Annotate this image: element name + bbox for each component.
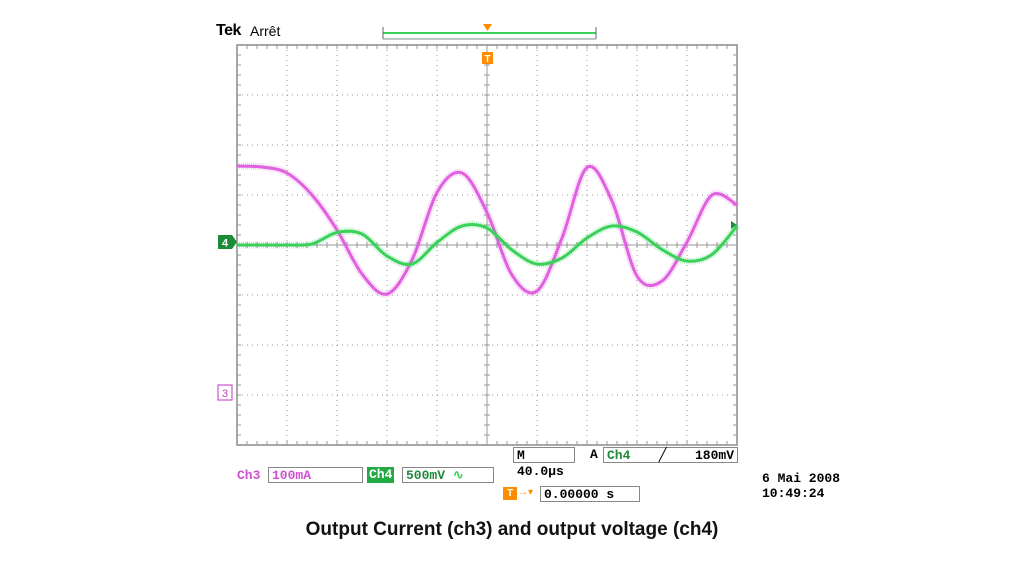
ch3-current-trace-point <box>286 172 288 174</box>
ch3-current-trace-point <box>536 290 538 292</box>
rising-edge-icon: ╱ <box>658 448 667 463</box>
ch4-voltage-trace-point <box>511 249 513 251</box>
ch4-voltage-trace-point <box>711 253 713 256</box>
ch4-voltage-trace-point <box>486 227 488 229</box>
ch3-label: Ch3 <box>237 468 261 483</box>
figure-caption: Output Current (ch3) and output voltage … <box>305 519 719 540</box>
svg-text:3: 3 <box>222 388 228 400</box>
ch4-scale: 500mV ∿ <box>402 467 494 483</box>
ch4-voltage-trace-point <box>461 225 463 227</box>
trigger-readout: Ch4 ╱ 180mV <box>603 447 738 463</box>
ch4-voltage-trace-point <box>411 263 413 265</box>
ch3-current-trace-point <box>486 211 488 214</box>
ch4-voltage-trace-point <box>311 243 313 245</box>
acquisition-status: Arrêt <box>250 23 281 39</box>
ch4-voltage-trace-point <box>561 257 563 259</box>
ch3-current-trace-point <box>261 166 263 168</box>
ch4-voltage-trace-point <box>261 244 263 246</box>
ch3-current-trace-point <box>586 166 588 169</box>
ch4-voltage-trace-point <box>386 255 388 257</box>
trigger-level: 180mV <box>694 448 734 463</box>
trigger-marker-label: T <box>484 54 490 65</box>
date-readout: 6 Mai 2008 <box>762 471 841 486</box>
ch3-current-trace-point <box>411 259 413 261</box>
svg-text:4: 4 <box>222 238 229 250</box>
ch4-voltage-trace-point <box>611 225 613 227</box>
ch4-label: Ch4 <box>367 467 395 483</box>
ch3-current-trace-point <box>336 229 338 231</box>
ch3-current-trace-point <box>636 275 638 277</box>
trigger-position-marker: T <box>482 24 493 65</box>
ch3-current-trace-point <box>686 241 688 243</box>
ch4-voltage-trace-point <box>436 241 438 244</box>
ch4-voltage-trace-point <box>686 260 688 262</box>
brand-logo: Tek <box>216 22 241 39</box>
ch3-current-trace-point <box>661 280 663 282</box>
ch3-current-trace-point <box>311 194 313 196</box>
trigger-position-icon: T <box>503 487 517 500</box>
ch4-voltage-trace-point <box>736 225 738 227</box>
ch4-ground-marker: 4 <box>218 235 237 250</box>
trigger-level-marker <box>731 221 737 229</box>
ch3-ground-marker: 3 <box>217 384 233 401</box>
ch3-current-trace-point <box>361 273 363 275</box>
ch3-current-trace-point <box>611 200 613 202</box>
ch3-current-trace-point <box>386 293 388 295</box>
trigger-channel: Ch4 <box>607 448 631 463</box>
ch3-scale: 100mA <box>268 467 363 483</box>
ch4-voltage-trace-point <box>636 231 638 233</box>
trigger-position-readout: 0.00000 s <box>540 486 640 502</box>
trigger-mode: A <box>590 447 598 462</box>
ch3-current-trace-point <box>711 194 713 196</box>
ch4-voltage-trace-point <box>236 244 238 246</box>
ac-coupling-icon: ∿ <box>452 468 464 483</box>
timebase-readout: M 40.0µs <box>513 447 575 479</box>
ch4-voltage-trace-point <box>661 248 663 251</box>
ch4-voltage-trace-point <box>536 263 538 265</box>
ch3-current-trace-point <box>511 274 513 276</box>
ch4-voltage-trace-point <box>286 244 288 246</box>
time-readout: 10:49:24 <box>762 486 825 501</box>
ch3-current-trace-point <box>461 172 463 174</box>
ch4-voltage-trace-point <box>361 233 363 235</box>
ch3-current-trace-point <box>236 165 238 167</box>
ch3-current-trace-point <box>561 237 563 239</box>
ch3-current-trace-point <box>436 191 438 194</box>
ch4-voltage-trace-point <box>586 237 588 239</box>
ch4-voltage-trace-point <box>336 231 338 234</box>
ch3-current-trace-point <box>736 204 738 206</box>
arrow-icon: →▾ <box>518 487 534 498</box>
waveform-traces <box>236 162 740 298</box>
record-window-bar <box>382 27 597 40</box>
